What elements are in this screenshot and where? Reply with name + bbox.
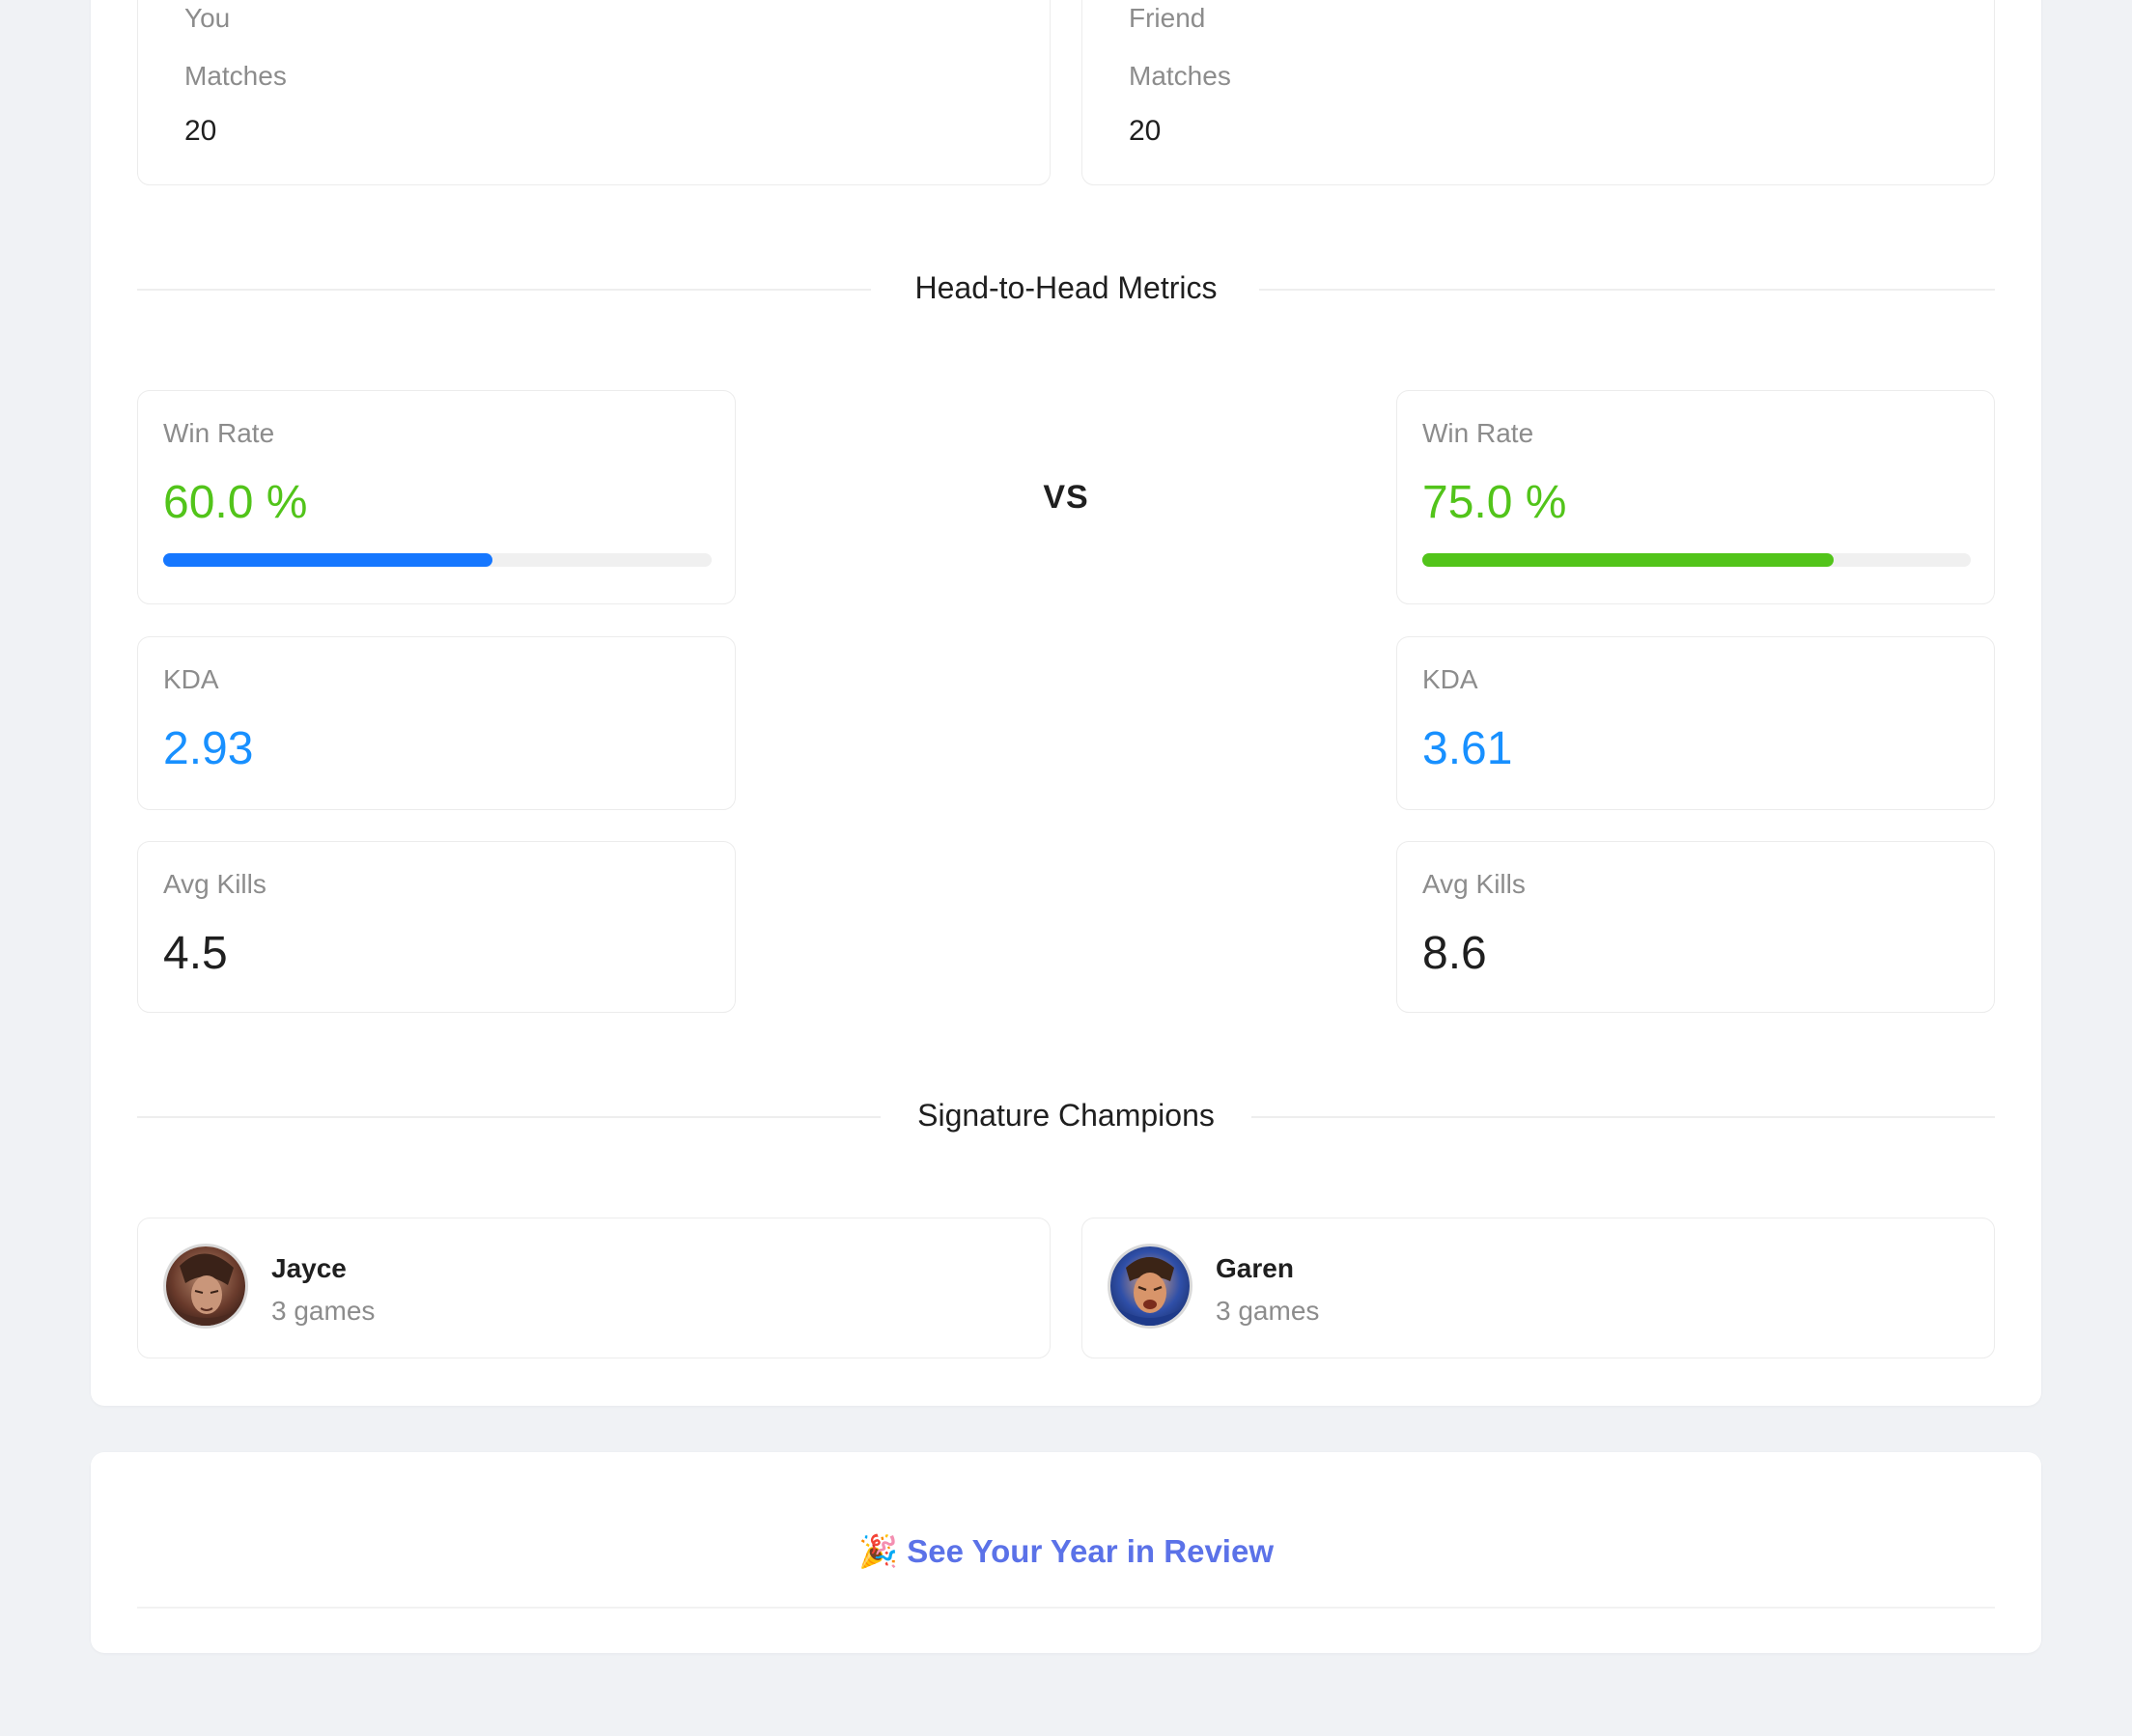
friend-kda-value: 3.61 xyxy=(1422,723,1513,774)
you-summary-card: You Matches 20 xyxy=(137,0,1051,185)
sig-divider-left xyxy=(137,1116,881,1118)
friend-champion-games: 3 games xyxy=(1216,1296,1320,1326)
you-win-rate-bar-fill xyxy=(163,553,492,567)
h2h-title: Head-to-Head Metrics xyxy=(914,270,1218,305)
friend-avg-kills-card: Avg Kills 8.6 xyxy=(1396,841,1995,1013)
friend-avg-kills-label: Avg Kills xyxy=(1422,869,1526,899)
vs-label: VS xyxy=(1043,479,1089,516)
sig-divider-right xyxy=(1251,1116,1995,1118)
friend-matches-label: Matches xyxy=(1129,61,1231,91)
friend-champion-card: Garen 3 games xyxy=(1081,1218,1995,1358)
you-win-rate-bar xyxy=(163,553,712,567)
friend-win-rate-bar-fill xyxy=(1422,553,1834,567)
you-avg-kills-label: Avg Kills xyxy=(163,869,266,899)
friend-win-rate-label: Win Rate xyxy=(1422,418,1534,448)
year-review-label: See Your Year in Review xyxy=(907,1533,1274,1569)
jayce-avatar xyxy=(163,1244,248,1329)
year-review-card xyxy=(91,1452,2041,1653)
you-champion-card: Jayce 3 games xyxy=(137,1218,1051,1358)
you-avg-kills-value: 4.5 xyxy=(163,928,228,979)
friend-win-rate-card: Win Rate 75.0 % xyxy=(1396,390,1995,604)
you-win-rate-label: Win Rate xyxy=(163,418,275,448)
signature-title: Signature Champions xyxy=(917,1098,1215,1133)
you-kda-card: KDA 2.93 xyxy=(137,636,736,810)
friend-win-rate-value: 75.0 % xyxy=(1422,477,1567,528)
friend-matches-value: 20 xyxy=(1129,115,1162,147)
friend-avg-kills-value: 8.6 xyxy=(1422,928,1487,979)
party-popper-icon: 🎉 xyxy=(858,1533,899,1569)
you-matches-label: Matches xyxy=(184,61,287,91)
friend-summary-card: Friend Matches 20 xyxy=(1081,0,1995,185)
you-kda-value: 2.93 xyxy=(163,723,254,774)
you-win-rate-card: Win Rate 60.0 % xyxy=(137,390,736,604)
you-kda-label: KDA xyxy=(163,664,219,694)
you-matches-value: 20 xyxy=(184,115,217,147)
friend-kda-card: KDA 3.61 xyxy=(1396,636,1995,810)
garen-avatar xyxy=(1108,1244,1192,1329)
you-champion-name: Jayce xyxy=(271,1253,347,1283)
h2h-divider-right xyxy=(1259,289,1995,291)
you-avg-kills-card: Avg Kills 4.5 xyxy=(137,841,736,1013)
friend-win-rate-bar xyxy=(1422,553,1971,567)
cta-inner-line xyxy=(137,1607,1995,1609)
friend-role-label: Friend xyxy=(1129,3,1206,33)
friend-champion-name: Garen xyxy=(1216,1253,1294,1283)
h2h-divider-left xyxy=(137,289,871,291)
you-champion-games: 3 games xyxy=(271,1296,376,1326)
you-role-label: You xyxy=(184,3,231,33)
friend-kda-label: KDA xyxy=(1422,664,1478,694)
year-review-link[interactable]: 🎉 See Your Year in Review xyxy=(858,1533,1274,1571)
you-win-rate-value: 60.0 % xyxy=(163,477,308,528)
